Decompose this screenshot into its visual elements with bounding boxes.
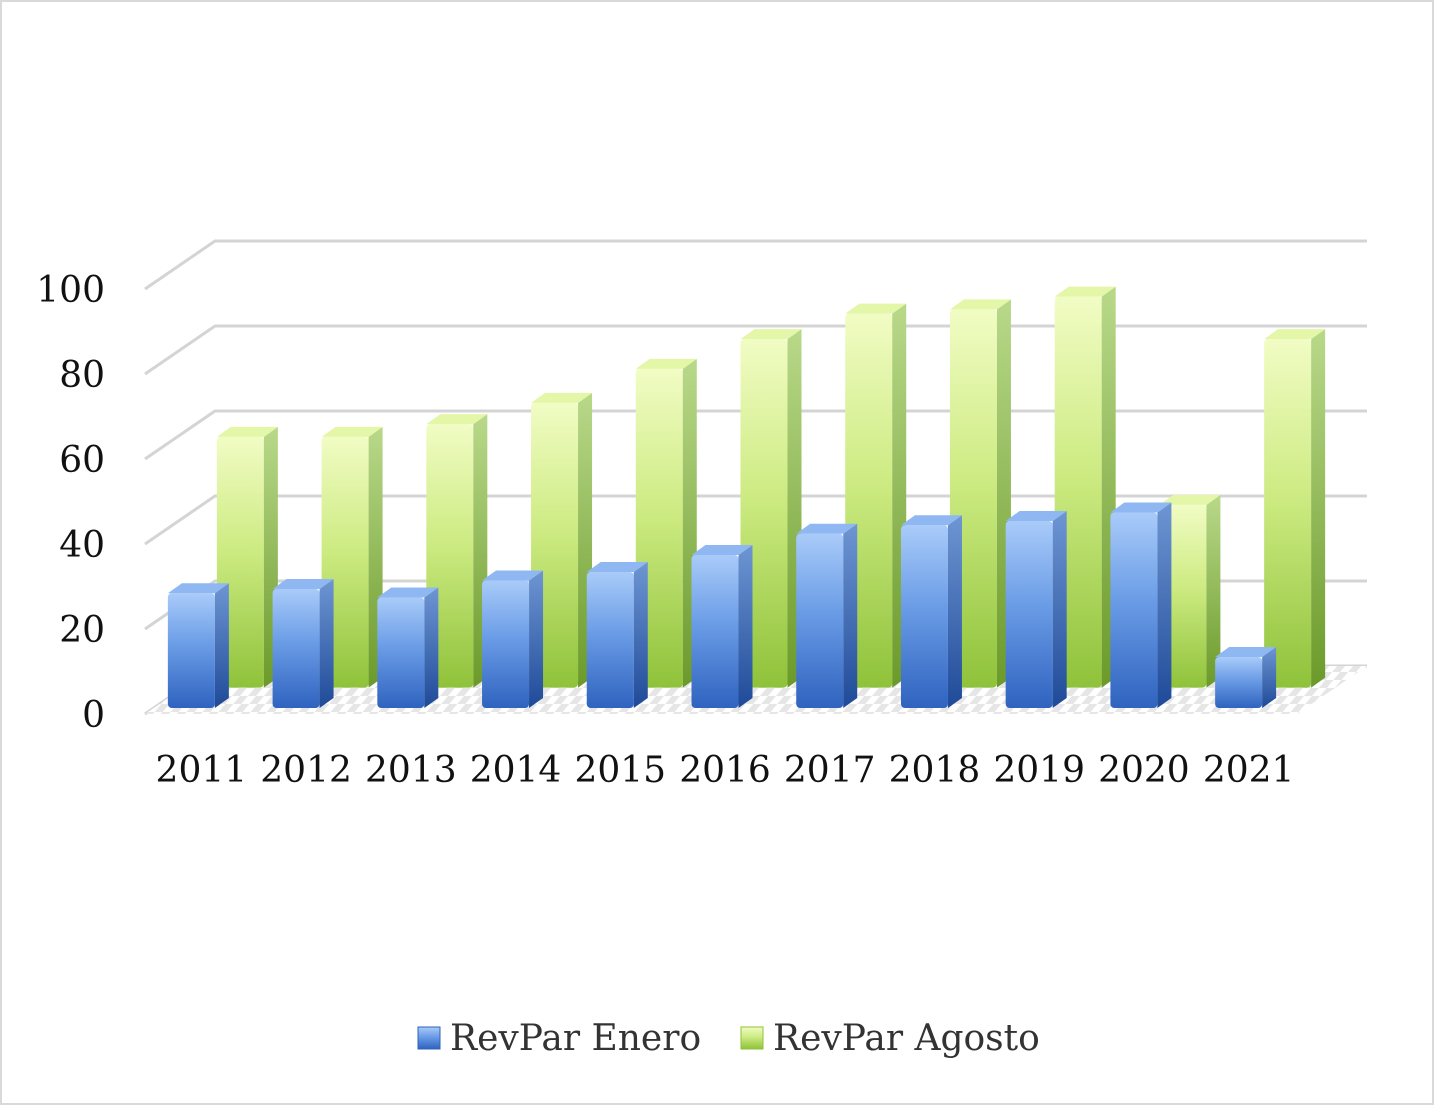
- y-tick-label: 100: [36, 270, 105, 311]
- series-revpar-agosto: [216, 286, 1326, 688]
- bar-top-face: [586, 562, 648, 572]
- bar-top-face: [691, 545, 753, 555]
- bar-top-face: [1264, 329, 1326, 340]
- bar-front-face: [167, 593, 215, 708]
- bar-front-face: [272, 589, 320, 708]
- y-axis-tick-labels: 0 20 40 60 80 100: [36, 270, 105, 736]
- bar-top-face: [531, 392, 593, 403]
- bar-2015-enero: [586, 562, 648, 708]
- bar-side-face: [1311, 329, 1326, 688]
- legend-label: RevPar Enero: [450, 1018, 701, 1059]
- bar-2011-enero: [167, 583, 229, 708]
- bar-front-face: [900, 525, 948, 708]
- bar-top-face: [426, 414, 488, 425]
- bar-side-face: [633, 562, 648, 708]
- y-tick-label: 60: [59, 440, 105, 481]
- bar-top-face: [321, 426, 383, 437]
- legend-item-agosto: RevPar Agosto: [740, 1018, 1040, 1059]
- legend: RevPar Enero RevPar Agosto: [417, 1018, 1040, 1059]
- bar-top-face: [1110, 502, 1172, 513]
- bar-top-face: [1159, 494, 1221, 505]
- x-category-label: 2019: [993, 750, 1085, 791]
- bar-2018-enero: [900, 515, 962, 708]
- x-category-label: 2014: [470, 750, 562, 791]
- bar-side-face: [529, 570, 544, 708]
- bar-top-face: [635, 358, 697, 369]
- y-tick-label: 0: [82, 695, 105, 736]
- bar-2016-enero: [691, 545, 753, 708]
- x-category-label: 2016: [679, 750, 771, 791]
- bar-2019-enero: [1005, 511, 1067, 708]
- bar-front-face: [482, 580, 530, 708]
- x-axis-category-labels: 2011 2012 2013 2014 2015 2016 2017 2018 2019 2020…: [156, 750, 1295, 791]
- bar-front-face: [1005, 521, 1053, 708]
- bar-front-face: [796, 533, 844, 708]
- bar-side-face: [1262, 647, 1277, 708]
- bar-top-face: [377, 587, 439, 598]
- bar-top-face: [740, 329, 802, 340]
- bar-top-face: [900, 515, 962, 526]
- bar-2012-enero: [272, 579, 334, 708]
- x-category-label: 2017: [784, 750, 876, 791]
- bar-front-face: [1264, 339, 1312, 688]
- bar-front-face: [377, 597, 425, 708]
- bar-top-face: [796, 523, 858, 534]
- y-tick-label: 40: [59, 525, 105, 566]
- legend-label: RevPar Agosto: [773, 1018, 1040, 1059]
- bar-front-face: [1215, 657, 1263, 708]
- bar-side-face: [1206, 494, 1221, 688]
- bar-top-face: [216, 426, 278, 437]
- x-category-label: 2015: [574, 750, 666, 791]
- bar-side-face: [1157, 502, 1172, 708]
- x-category-label: 2018: [889, 750, 981, 791]
- bar-top-face: [949, 299, 1011, 310]
- bar-2020-enero: [1110, 502, 1172, 708]
- bar-top-face: [1054, 286, 1116, 297]
- legend-swatch: [740, 1026, 764, 1050]
- series-revpar-enero: [167, 502, 1277, 708]
- bar-side-face: [738, 545, 753, 708]
- x-category-label: 2011: [156, 750, 248, 791]
- bar-front-face: [586, 572, 634, 708]
- bar-side-face: [424, 587, 439, 708]
- bar-2021-enero: [1215, 647, 1277, 708]
- bar-top-face: [482, 570, 544, 581]
- bar-top-face: [845, 303, 907, 314]
- x-category-label: 2013: [365, 750, 457, 791]
- x-category-label: 2021: [1203, 750, 1295, 791]
- bar-side-face: [843, 523, 858, 708]
- bar-front-face: [1110, 512, 1158, 708]
- y-tick-label: 20: [59, 610, 105, 651]
- bar-side-face: [319, 579, 334, 708]
- bar-top-face: [272, 579, 334, 589]
- bar-2014-enero: [482, 570, 544, 708]
- bar-top-face: [1005, 511, 1067, 521]
- legend-swatch: [417, 1026, 441, 1050]
- gridline: [144, 239, 1367, 291]
- x-category-label: 2012: [260, 750, 352, 791]
- bar-side-face: [214, 583, 229, 708]
- bar-front-face: [691, 555, 739, 708]
- bar-top-face: [1215, 647, 1277, 657]
- bar-top-face: [167, 583, 229, 594]
- y-tick-label: 80: [59, 355, 105, 396]
- bar-2021-agosto: [1264, 329, 1326, 688]
- x-category-label: 2020: [1098, 750, 1190, 791]
- legend-item-enero: RevPar Enero: [417, 1018, 701, 1059]
- bar-2013-enero: [377, 587, 439, 708]
- bar-2017-enero: [796, 523, 858, 708]
- bar-side-face: [947, 515, 962, 708]
- bar-side-face: [1052, 511, 1067, 708]
